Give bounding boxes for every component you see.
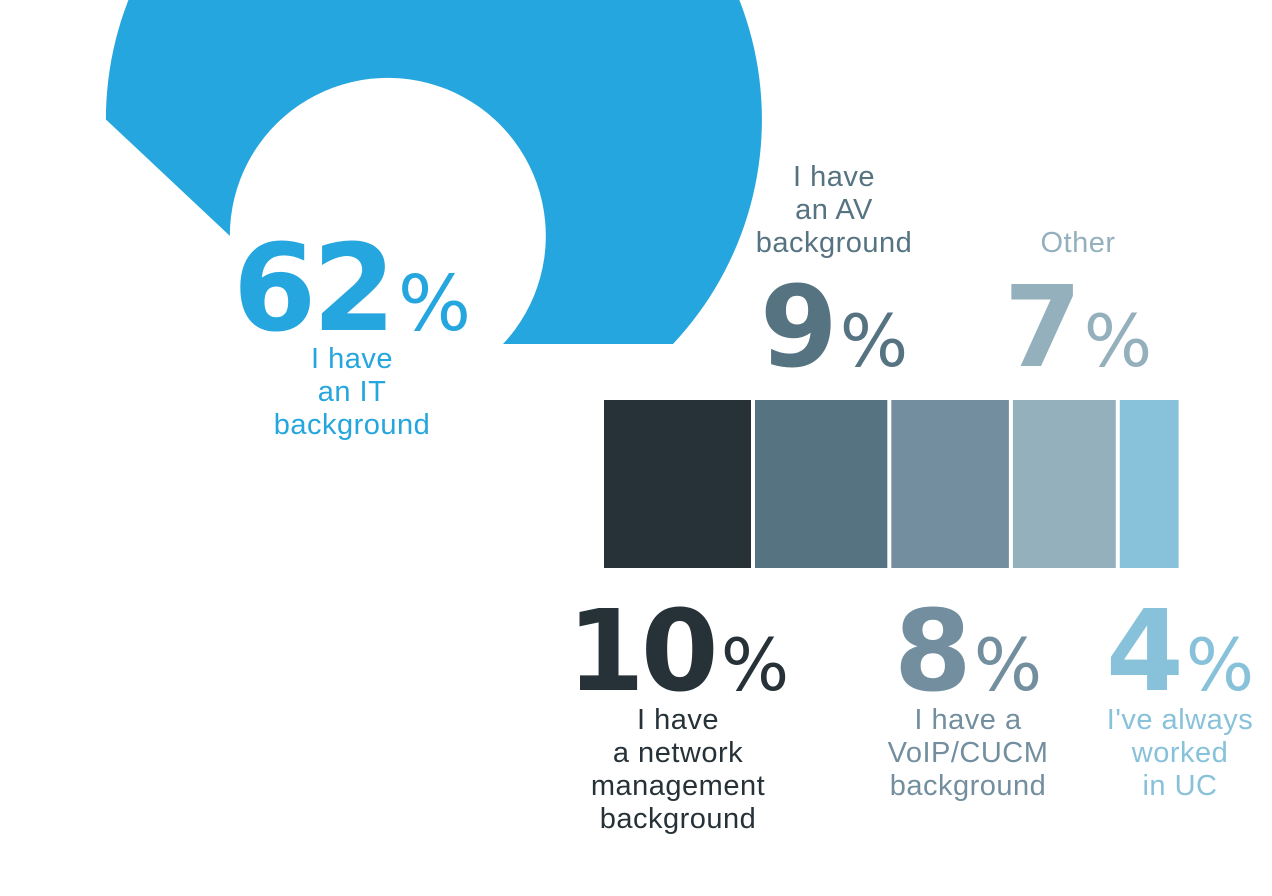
value-label-other: 7%: [1004, 263, 1152, 393]
value-label-it: 62%: [233, 220, 471, 359]
bar-segment-1: [604, 400, 751, 568]
value-number-network: 10: [567, 587, 715, 717]
category-label-uc-line-3: in UC: [1142, 770, 1217, 802]
value-unit-other: %: [1084, 299, 1152, 383]
category-label-av-line-3: background: [756, 227, 913, 259]
bar-segment-5: [1119, 400, 1179, 568]
category-label-network-line-1: I have: [637, 704, 719, 736]
stacked-bar: [604, 400, 1179, 568]
value-number-other: 7: [1004, 263, 1078, 393]
category-label-network-line-3: management: [591, 770, 765, 802]
value-unit-voip: %: [974, 623, 1042, 707]
bar-segment-4: [1012, 400, 1116, 568]
value-label-network: 10%: [567, 587, 789, 717]
bar-segment-2: [755, 400, 888, 568]
value-number-voip: 8: [894, 587, 968, 717]
category-label-other-line-1: Other: [1040, 227, 1115, 259]
category-label-network-line-2: a network: [613, 737, 743, 769]
value-unit-it: %: [398, 260, 471, 349]
it-background-arc: [105, 0, 762, 344]
value-label-voip: 8%: [894, 587, 1042, 717]
value-unit-uc: %: [1186, 623, 1254, 707]
value-label-av: 9%: [760, 263, 908, 393]
category-label-voip-line-2: VoIP/CUCM: [888, 737, 1049, 769]
category-label-it-line-2: an IT: [318, 376, 387, 408]
value-number-av: 9: [760, 263, 834, 393]
bar-segment-3: [891, 400, 1009, 568]
category-label-uc-line-1: I've always: [1107, 704, 1253, 736]
value-number-uc: 4: [1106, 587, 1180, 717]
category-label-voip-line-1: I have a: [914, 704, 1022, 736]
category-label-it-line-1: I have: [311, 343, 393, 375]
category-label-uc-line-2: worked: [1131, 737, 1229, 769]
value-unit-av: %: [840, 299, 908, 383]
value-unit-network: %: [721, 623, 789, 707]
category-label-network-line-4: background: [600, 803, 757, 835]
value-number-it: 62: [233, 220, 392, 359]
category-label-av-line-1: I have: [793, 161, 875, 193]
category-label-av-line-2: an AV: [795, 194, 873, 226]
category-label-it-line-3: background: [274, 409, 431, 441]
category-label-voip-line-3: background: [890, 770, 1047, 802]
value-label-uc: 4%: [1106, 587, 1254, 717]
